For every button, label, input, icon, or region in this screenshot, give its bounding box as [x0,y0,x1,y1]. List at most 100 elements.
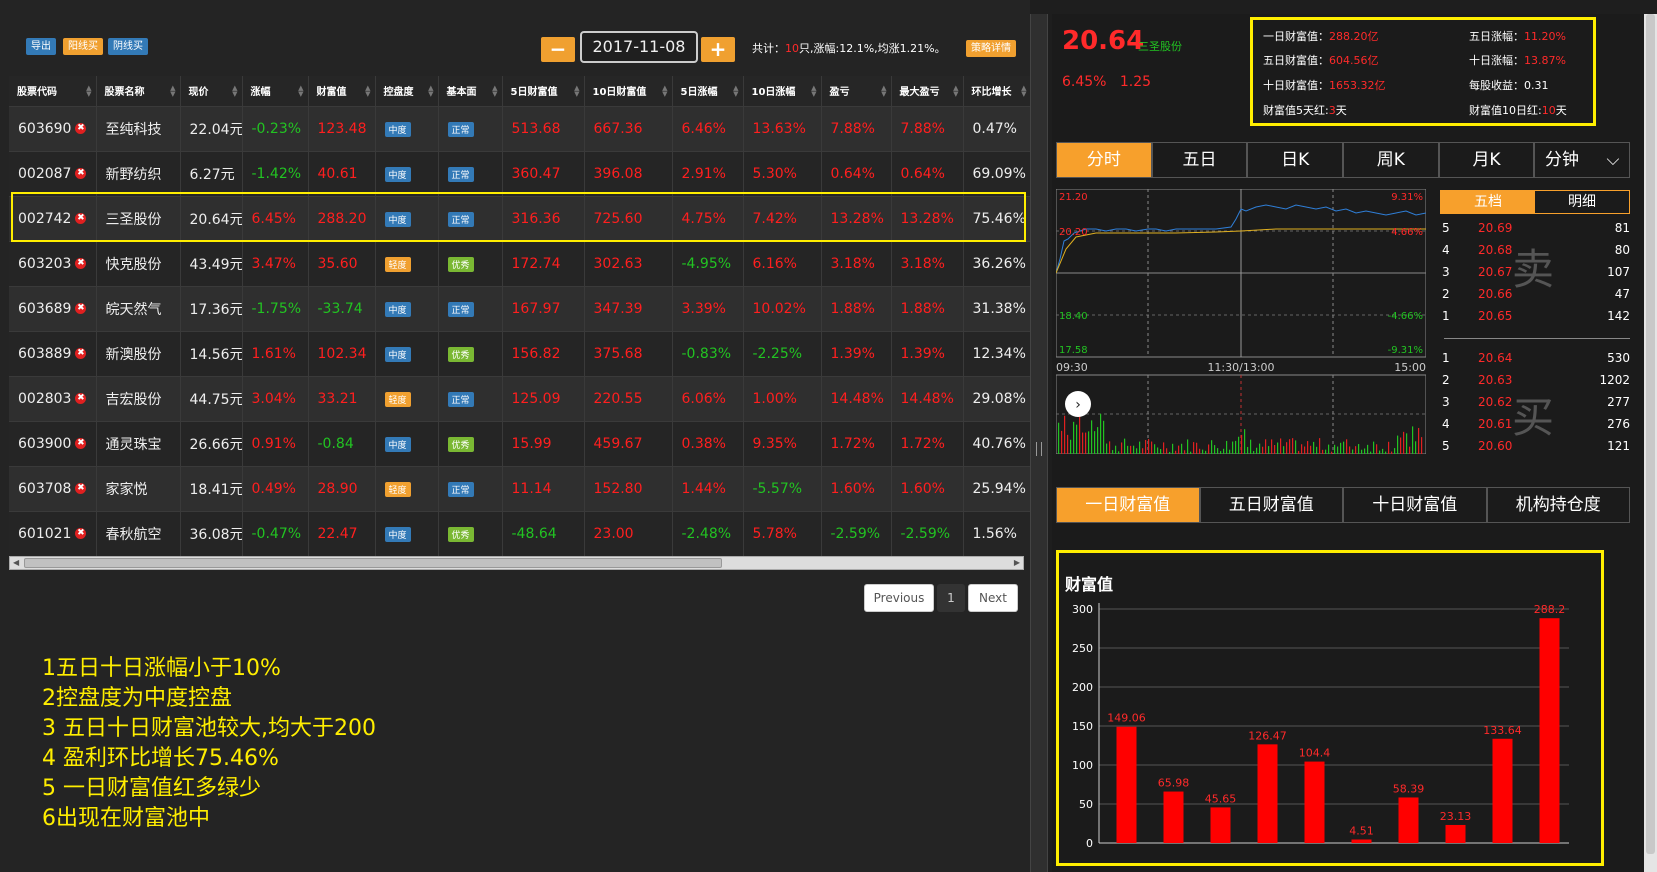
next-date-button[interactable]: + [701,37,735,62]
ob-vol: 81 [1614,221,1630,235]
cell-c5: 3.39% [672,285,744,331]
scroll-thumb[interactable] [24,558,722,568]
ob-vol: 80 [1614,243,1630,257]
remove-icon[interactable]: ✖ [75,348,87,359]
column-header[interactable]: 股票代码 ▲ ▼ [9,76,97,106]
column-header[interactable]: 5日涨幅 ▲ ▼ [672,76,744,106]
strategy-detail-button[interactable]: 策略详情 [966,40,1016,57]
badge-fund: 正常 [447,121,474,137]
yin-buy-button[interactable]: 阴线买 [108,38,148,55]
table-row[interactable]: 603203 ✖ 快克股份 43.49元 3.47% 35.60 轻度 优秀 172.74 302… [9,240,1032,286]
column-header[interactable]: 5日财富值 ▲ ▼ [502,76,585,106]
previous-page-button[interactable]: Previous [864,584,934,612]
column-header[interactable]: 10日涨幅 ▲ ▼ [743,76,822,106]
cell-fund: 优秀 [438,510,503,556]
scroll-left-arrow-icon[interactable]: ◀ [13,558,20,567]
cell-w5: 15.99 [502,420,585,466]
sort-icon[interactable]: ▲ ▼ [881,84,887,98]
sort-icon[interactable]: ▲ ▼ [811,84,817,98]
remove-icon[interactable]: ✖ [75,438,87,449]
volume-bar [1112,450,1114,454]
tab-5d-wealth[interactable]: 五日财富值 [1199,487,1343,523]
table-row[interactable]: 002087 ✖ 新野纺织 6.27元 -1.42% 40.61 中度 正常 360.47 396… [9,150,1032,196]
cell-pl: 0.64% [821,150,892,196]
sort-icon[interactable]: ▲ ▼ [298,84,304,98]
sort-icon[interactable]: ▲ ▼ [1021,84,1027,98]
yang-buy-button[interactable]: 阳线买 [63,38,103,55]
tab-1d-wealth[interactable]: 一日财富值 [1056,487,1200,523]
sort-icon[interactable]: ▲ ▼ [232,84,238,98]
remove-icon[interactable]: ✖ [75,123,87,134]
sort-icon[interactable]: ▲ ▼ [428,84,434,98]
sort-icon[interactable]: ▲ ▼ [733,84,739,98]
column-header[interactable]: 控盘度 ▲ ▼ [375,76,439,106]
cell-text: 69.09% [972,165,1026,182]
tab-5day[interactable]: 五日 [1151,142,1248,178]
chevron-right-icon[interactable]: › [1075,397,1081,413]
stock-name: 三圣股份 [1138,40,1182,53]
date-input[interactable]: 2017-11-08 [580,31,698,63]
tab-weekly-k[interactable]: 周K [1343,142,1439,178]
next-page-button[interactable]: Next [968,584,1018,612]
table-row[interactable]: 002742 ✖ 三圣股份 20.64元 6.45% 288.20 中度 正常 316.36 72… [9,195,1032,241]
remove-icon[interactable]: ✖ [75,483,87,494]
cell-maxpl: 0.64% [891,150,964,196]
column-header[interactable]: 10日财富值 ▲ ▼ [584,76,673,106]
remove-icon[interactable]: ✖ [75,393,87,404]
sort-icon[interactable]: ▲ ▼ [170,84,176,98]
sort-icon[interactable]: ▲ ▼ [574,84,580,98]
orderbook-tabs: 五档 明细 [1440,190,1630,214]
horizontal-scrollbar[interactable]: ◀ ▶ [9,556,1024,570]
table-row[interactable]: 603900 ✖ 通灵珠宝 26.66元 0.91% -0.84 中度 优秀 15.99 459.… [9,420,1032,466]
volume-bar [1190,451,1192,454]
panel-splitter[interactable] [1030,14,1048,872]
column-header[interactable]: 现价 ▲ ▼ [180,76,243,106]
tab-daily-k[interactable]: 日K [1247,142,1344,178]
column-header[interactable]: 盈亏 ▲ ▼ [821,76,892,106]
column-header[interactable]: 股票名称 ▲ ▼ [96,76,181,106]
scroll-right-arrow-icon[interactable]: ▶ [1013,558,1020,567]
table-row[interactable]: 603690 ✖ 至纯科技 22.04元 -0.23% 123.48 中度 正常 513.68 6… [9,105,1032,151]
cell-name: 皖天然气 [96,285,181,331]
remove-icon[interactable]: ✖ [75,213,87,224]
cell-text: 1.72% [830,435,875,452]
cell-text: 1.88% [830,300,875,317]
tab-institution-holding[interactable]: 机构持仓度 [1486,487,1630,523]
volume-bar [1232,441,1234,454]
table-row[interactable]: 603689 ✖ 皖天然气 17.36元 -1.75% -33.74 中度 正常 167.97 3… [9,285,1032,331]
sort-icon[interactable]: ▲ ▼ [86,84,92,98]
table-row[interactable]: 002803 ✖ 吉宏股份 44.75元 3.04% 33.21 轻度 正常 125.09 220… [9,375,1032,421]
remove-icon[interactable]: ✖ [75,303,87,314]
tab-10d-wealth[interactable]: 十日财富值 [1343,487,1487,523]
cell-text: 25.94% [972,480,1026,497]
tab-intraday[interactable]: 分时 [1056,142,1152,178]
cell-w10: 220.55 [584,375,673,421]
sort-icon[interactable]: ▲ ▼ [365,84,371,98]
page-1-button[interactable]: 1 [937,584,965,612]
column-header[interactable]: 基本面 ▲ ▼ [438,76,503,106]
prev-date-button[interactable]: − [541,37,575,62]
tab-details[interactable]: 明细 [1568,194,1596,210]
remove-icon[interactable]: ✖ [75,258,87,269]
table-row[interactable]: 603889 ✖ 新澳股份 14.56元 1.61% 102.34 中度 优秀 156.82 37… [9,330,1032,376]
remove-icon[interactable]: ✖ [75,168,87,179]
export-button[interactable]: 导出 [26,38,56,55]
remove-icon[interactable]: ✖ [75,528,87,540]
tab-five-levels[interactable]: 五档 [1441,191,1535,213]
y-tick-label: 300 [1072,603,1093,616]
volume-bar [1166,448,1168,454]
sort-icon[interactable]: ▲ ▼ [492,84,498,98]
column-header[interactable]: 环比增长 ▲ ▼ [963,76,1032,106]
tab-monthly-k[interactable]: 月K [1438,142,1535,178]
tab-minute[interactable]: 分钟 ⌵ [1534,142,1631,178]
sort-icon[interactable]: ▲ ▼ [662,84,668,98]
vertical-scroll-thumb[interactable] [1646,14,1655,854]
expand-circle-button[interactable] [1065,391,1091,417]
table-row[interactable]: 601021 ✖ 春秋航空 36.08元 -0.47% 22.47 中度 优秀 -48.64 23… [9,510,1032,556]
column-header[interactable]: 财富值 ▲ ▼ [308,76,376,106]
table-row[interactable]: 603708 ✖ 家家悦 18.41元 0.49% 28.90 轻度 正常 11.14 152.8… [9,465,1032,511]
column-header[interactable]: 涨幅 ▲ ▼ [242,76,309,106]
column-header[interactable]: 最大盈亏 ▲ ▼ [891,76,964,106]
vertical-scrollbar[interactable] [1644,14,1657,872]
sort-icon[interactable]: ▲ ▼ [953,84,959,98]
